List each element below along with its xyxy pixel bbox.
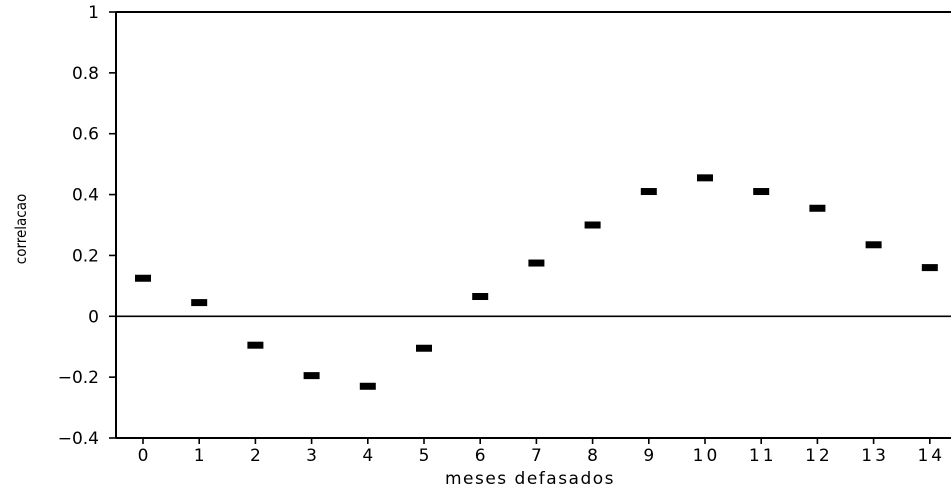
y-tick-label: 0.8 <box>72 64 99 84</box>
y-axis-title: correlacao <box>12 194 30 264</box>
x-tick-label: 8 <box>587 446 601 466</box>
data-point-marker <box>359 382 376 390</box>
x-tick-label: 14 <box>917 446 945 466</box>
x-tick-label: 12 <box>805 446 833 466</box>
y-tick-label: −0.2 <box>58 368 99 388</box>
axes <box>115 11 951 439</box>
x-tick-label: 3 <box>306 446 320 466</box>
y-tick-label: 0 <box>88 307 99 327</box>
data-point-marker <box>753 188 770 196</box>
x-tick-label: 13 <box>861 446 889 466</box>
x-tick-label: 1 <box>194 446 208 466</box>
data-point-marker <box>247 341 264 349</box>
y-axis-ticks: 1 0.8 0.6 0.4 0.2 0 −0.2 −0.4 <box>58 3 116 449</box>
data-point-marker <box>640 188 657 196</box>
y-tick-label: 0.2 <box>72 246 99 266</box>
data-points <box>135 174 938 390</box>
data-point-marker <box>697 174 713 182</box>
x-tick-label: 2 <box>250 446 264 466</box>
x-tick-label: 4 <box>362 446 376 466</box>
data-point-marker <box>809 204 826 212</box>
y-tick-label: 0.4 <box>72 186 99 206</box>
data-point-marker <box>416 344 432 352</box>
y-tick-label: 1 <box>88 3 99 23</box>
data-point-marker <box>303 372 320 380</box>
x-tick-label: 9 <box>643 446 657 466</box>
y-tick-label: −0.4 <box>58 429 99 449</box>
data-point-marker <box>472 293 489 301</box>
x-tick-label: 10 <box>693 446 721 466</box>
x-tick-label: 11 <box>749 446 777 466</box>
x-axis-ticks: 0 1 2 3 4 5 6 7 8 9 10 11 12 13 14 <box>138 438 945 466</box>
data-point-marker <box>921 264 938 272</box>
data-point-marker <box>584 221 601 229</box>
x-tick-label: 7 <box>531 446 545 466</box>
y-tick-label: 0.6 <box>72 125 99 145</box>
x-tick-label: 0 <box>138 446 152 466</box>
data-point-marker <box>865 241 882 249</box>
data-point-marker <box>528 259 545 267</box>
x-tick-label: 6 <box>475 446 489 466</box>
data-point-marker <box>135 274 151 282</box>
data-point-marker <box>191 299 208 307</box>
x-axis-title: meses defasados <box>445 469 615 489</box>
x-tick-label: 5 <box>419 446 433 466</box>
